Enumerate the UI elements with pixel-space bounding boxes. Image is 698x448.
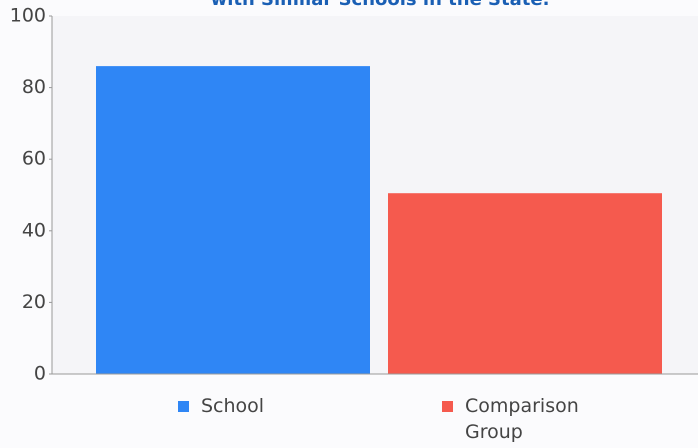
legend-item: School [178, 393, 328, 419]
legend-label: School [201, 395, 265, 417]
chart-title: with Similar Schools in the State. [211, 0, 550, 10]
bar [96, 66, 370, 375]
legend-swatch [178, 401, 189, 412]
y-tick-label: 60 [22, 148, 46, 170]
legend-swatch [442, 401, 453, 412]
y-tick-label: 20 [22, 291, 46, 313]
bar [388, 193, 662, 374]
y-tick-label: 40 [22, 219, 46, 241]
y-tick-label: 0 [34, 363, 46, 385]
legend-item: Comparison Group [442, 393, 592, 445]
legend-label: Comparison Group [465, 395, 579, 443]
y-tick-label: 100 [10, 5, 46, 27]
y-tick-label: 80 [22, 76, 46, 98]
